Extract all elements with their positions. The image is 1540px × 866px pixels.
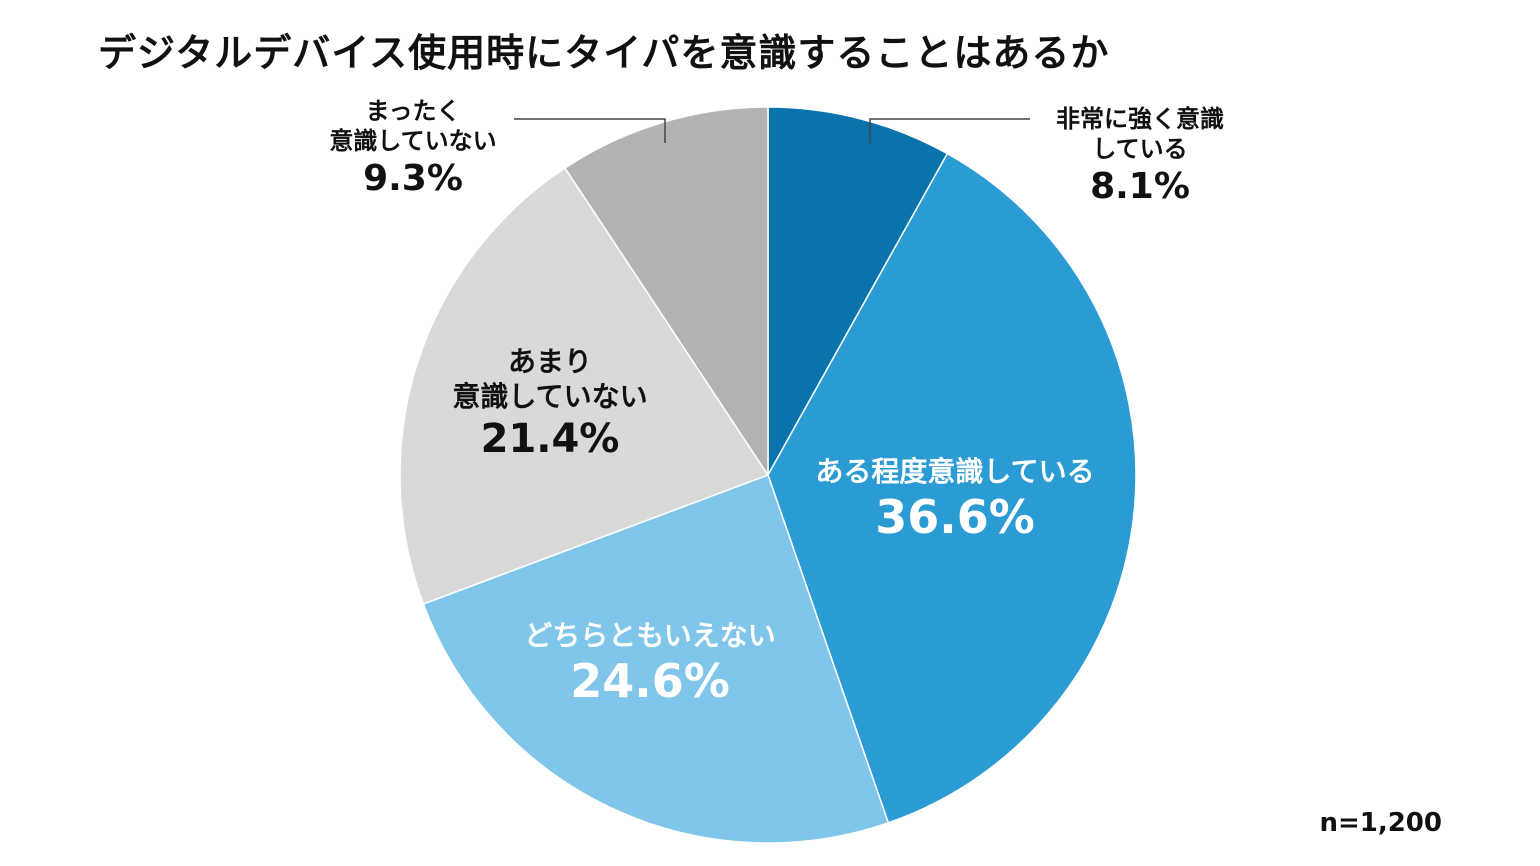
slice-value: 36.6% [875, 490, 1035, 544]
sample-size: n=1,200 [1319, 808, 1442, 838]
slice-label-neutral: どちらともいえない 24.6% [500, 618, 800, 711]
slice-label-line: あまり [507, 345, 592, 378]
slice-value: 21.4% [480, 416, 620, 462]
slice-value: 9.3% [363, 158, 463, 199]
slice-label-not-much: あまり 意識していない 21.4% [430, 344, 670, 464]
slice-label-somewhat: ある程度意識している 36.6% [790, 454, 1120, 547]
slice-label-not-at-all: まったく 意識していない 9.3% [318, 96, 508, 201]
slice-label-line: どちらともいえない [524, 619, 776, 652]
slice-label-line: 意識していない [329, 127, 497, 155]
slice-label-very-strongly: 非常に強く意識 している 8.1% [1040, 104, 1240, 209]
pie-slice-3 [399, 167, 770, 605]
slice-label-line: している [1092, 135, 1188, 163]
pie-slice-4 [563, 106, 769, 478]
slice-label-line: ある程度意識している [815, 455, 1095, 488]
chart-title: デジタルデバイス使用時にタイパを意識することはあるか [98, 31, 1110, 75]
slice-label-line: 非常に強く意識 [1056, 105, 1224, 133]
pie-slice-2 [422, 474, 890, 844]
leader-line-not-at-all [514, 118, 666, 143]
slice-label-line: 意識していない [452, 380, 648, 413]
slice-value: 24.6% [570, 654, 730, 708]
slice-label-line: まったく [365, 97, 461, 125]
pie-slice-1 [767, 152, 1137, 824]
slice-value: 8.1% [1090, 166, 1190, 207]
leader-line-very-strongly [869, 118, 1030, 143]
pie-slice-0 [767, 106, 949, 478]
